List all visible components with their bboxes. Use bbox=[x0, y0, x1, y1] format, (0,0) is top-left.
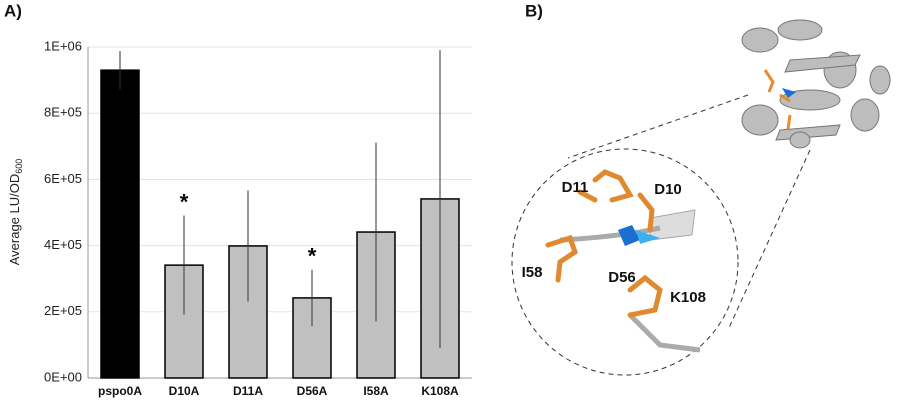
residue-label: D11 bbox=[562, 179, 589, 196]
y-axis-label: Average LU/OD600 bbox=[7, 159, 24, 266]
x-tick-label: K108A bbox=[421, 384, 459, 398]
x-tick-label: I58A bbox=[363, 384, 389, 398]
panel-label: B) bbox=[525, 1, 543, 20]
x-tick-label: D11A bbox=[233, 384, 263, 398]
residue-label: D10 bbox=[654, 181, 682, 198]
structure-illustration bbox=[511, 19, 891, 376]
y-tick-label: 4E+05 bbox=[44, 237, 82, 252]
y-tick-label: 1E+06 bbox=[44, 38, 82, 53]
zoom-line bbox=[727, 149, 811, 331]
residue-label: I58 bbox=[522, 264, 543, 281]
panel-label: A) bbox=[4, 1, 22, 20]
y-label-main: Average LU/OD bbox=[7, 174, 22, 266]
zoom-circle bbox=[511, 148, 739, 376]
x-tick-label: D10A bbox=[169, 384, 200, 398]
y-tick-label: 2E+05 bbox=[44, 303, 82, 318]
significance-marker: * bbox=[308, 244, 317, 269]
significance-marker: * bbox=[180, 189, 189, 214]
y-tick-label: 6E+05 bbox=[44, 171, 82, 186]
zoom-line bbox=[567, 94, 749, 159]
residue-sticks bbox=[763, 69, 792, 130]
zoom-detail bbox=[545, 169, 701, 353]
y-tick-label: 0E+00 bbox=[44, 369, 82, 384]
bar bbox=[100, 69, 140, 379]
protein-overview bbox=[741, 19, 891, 149]
residue-label: D56 bbox=[608, 269, 636, 286]
y-tick-label: 8E+05 bbox=[44, 105, 82, 120]
residue-d56 bbox=[782, 88, 796, 98]
y-label-subscript: 600 bbox=[14, 159, 24, 174]
x-tick-label: D56A bbox=[297, 384, 328, 398]
residue-label: K108 bbox=[670, 289, 706, 306]
x-tick-label: pspo0A bbox=[98, 384, 142, 398]
